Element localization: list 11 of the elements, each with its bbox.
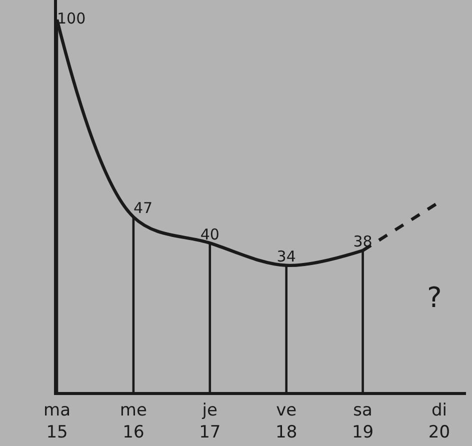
x-tick-label: ma 15 [44, 400, 70, 442]
data-label: 47 [133, 199, 153, 218]
x-tick-label: me 16 [120, 400, 147, 442]
x-tick-label: je 17 [199, 400, 221, 442]
x-tick-label: ve 18 [276, 400, 298, 442]
x-tick-label: sa 19 [352, 400, 374, 442]
data-label: 40 [200, 225, 220, 244]
data-label: 100 [57, 9, 86, 28]
data-label: 34 [276, 248, 296, 266]
annotation: ? [427, 281, 442, 314]
x-tick-label: di 20 [428, 400, 450, 442]
